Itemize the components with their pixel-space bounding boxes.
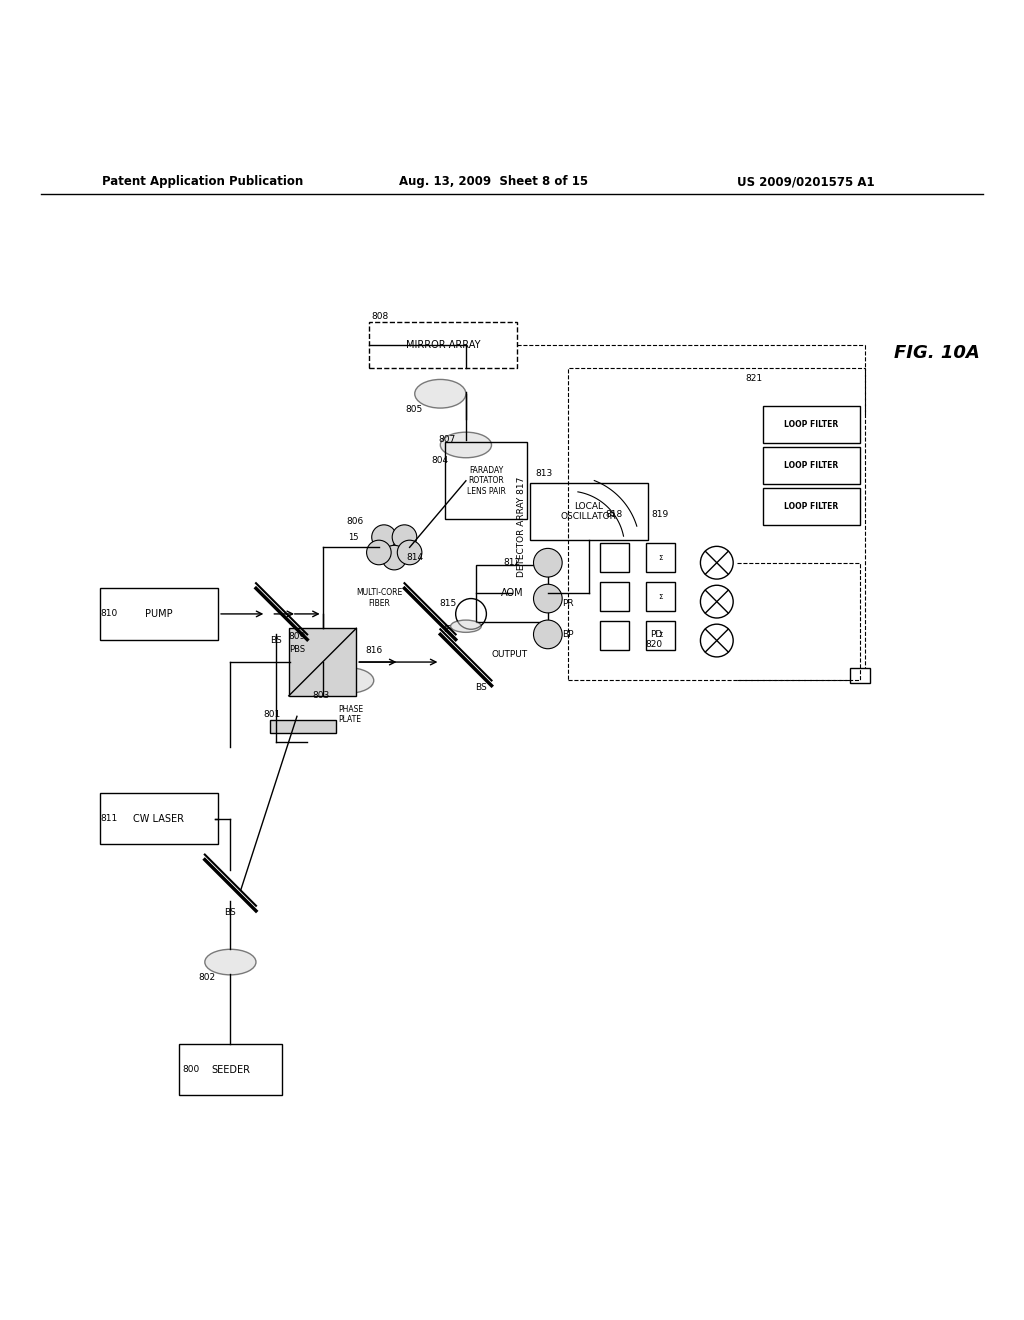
Text: 806: 806 <box>346 517 364 527</box>
Text: MULTI-CORE
FIBER: MULTI-CORE FIBER <box>355 589 402 607</box>
Text: US 2009/0201575 A1: US 2009/0201575 A1 <box>737 176 874 189</box>
Text: 805: 805 <box>406 405 423 413</box>
Text: 819: 819 <box>652 510 669 519</box>
Text: 813: 813 <box>536 469 553 478</box>
Text: DETECTOR ARRAY 817: DETECTOR ARRAY 817 <box>517 477 526 577</box>
Circle shape <box>392 525 417 549</box>
Bar <box>476 565 548 622</box>
Ellipse shape <box>415 379 466 408</box>
Text: BP: BP <box>562 630 573 639</box>
Bar <box>646 544 675 572</box>
Text: CW LASER: CW LASER <box>133 813 184 824</box>
Text: AOM: AOM <box>501 589 523 598</box>
Text: PBS: PBS <box>289 645 305 655</box>
Ellipse shape <box>323 668 374 693</box>
Bar <box>179 1044 282 1096</box>
Text: PHASE
PLATE: PHASE PLATE <box>338 705 364 723</box>
Text: Σ: Σ <box>658 554 663 561</box>
Circle shape <box>700 585 733 618</box>
Text: 815: 815 <box>439 599 457 609</box>
Bar <box>100 793 218 845</box>
Text: Patent Application Publication: Patent Application Publication <box>102 176 304 189</box>
Text: 801: 801 <box>263 710 281 719</box>
Ellipse shape <box>451 620 481 632</box>
Text: 818: 818 <box>606 510 623 519</box>
Text: PR: PR <box>562 599 573 609</box>
Bar <box>445 442 527 519</box>
Text: 810: 810 <box>100 610 118 618</box>
Text: 803: 803 <box>312 692 330 701</box>
Text: 804: 804 <box>431 455 449 465</box>
Circle shape <box>382 545 407 570</box>
Bar <box>850 668 870 682</box>
Text: BS: BS <box>270 636 283 645</box>
Text: 802: 802 <box>198 973 215 982</box>
Bar <box>646 582 675 611</box>
Circle shape <box>397 540 422 565</box>
Bar <box>600 622 629 649</box>
Text: OUTPUT: OUTPUT <box>492 651 527 660</box>
Text: FIG. 10A: FIG. 10A <box>894 343 980 362</box>
Bar <box>289 628 356 696</box>
Circle shape <box>367 540 391 565</box>
Bar <box>600 582 629 611</box>
Bar <box>763 447 860 484</box>
Bar <box>100 589 218 639</box>
Bar <box>269 719 336 733</box>
Bar <box>646 622 675 649</box>
Text: IF: IF <box>442 624 451 634</box>
Text: Aug. 13, 2009  Sheet 8 of 15: Aug. 13, 2009 Sheet 8 of 15 <box>399 176 589 189</box>
Circle shape <box>700 624 733 657</box>
Ellipse shape <box>440 432 492 458</box>
Text: Σ: Σ <box>658 594 663 599</box>
Circle shape <box>372 525 396 549</box>
Circle shape <box>534 548 562 577</box>
Circle shape <box>700 546 733 579</box>
Text: PD: PD <box>650 630 663 639</box>
Text: 808: 808 <box>372 313 389 322</box>
Ellipse shape <box>205 949 256 975</box>
Circle shape <box>534 585 562 612</box>
Bar <box>763 407 860 444</box>
Text: 814: 814 <box>407 553 424 562</box>
Text: 821: 821 <box>745 374 763 383</box>
Text: 812: 812 <box>504 557 520 566</box>
Text: LOOP FILTER: LOOP FILTER <box>784 420 838 429</box>
Bar <box>600 544 629 572</box>
Circle shape <box>534 620 562 648</box>
Text: BS: BS <box>224 908 237 917</box>
Text: 809: 809 <box>288 632 305 642</box>
Text: 820: 820 <box>645 639 663 648</box>
Text: PUMP: PUMP <box>145 609 172 619</box>
Text: Σ: Σ <box>658 632 663 639</box>
Text: 15: 15 <box>348 532 358 541</box>
Text: 811: 811 <box>100 814 118 824</box>
Text: 800: 800 <box>182 1065 200 1074</box>
Text: LOOP FILTER: LOOP FILTER <box>784 461 838 470</box>
Bar <box>568 368 865 681</box>
Text: 807: 807 <box>438 436 456 445</box>
Text: LOCAL
OSCILLATOR: LOCAL OSCILLATOR <box>561 502 616 521</box>
Bar <box>369 322 517 368</box>
Text: BS: BS <box>475 682 487 692</box>
Bar <box>530 483 647 540</box>
Text: SEEDER: SEEDER <box>211 1065 250 1074</box>
Text: 816: 816 <box>366 645 382 655</box>
Text: FARADAY
ROTATOR
LENS PAIR: FARADAY ROTATOR LENS PAIR <box>467 466 506 496</box>
Text: LOOP FILTER: LOOP FILTER <box>784 502 838 511</box>
Text: MIRROR ARRAY: MIRROR ARRAY <box>407 339 480 350</box>
Bar <box>763 488 860 525</box>
